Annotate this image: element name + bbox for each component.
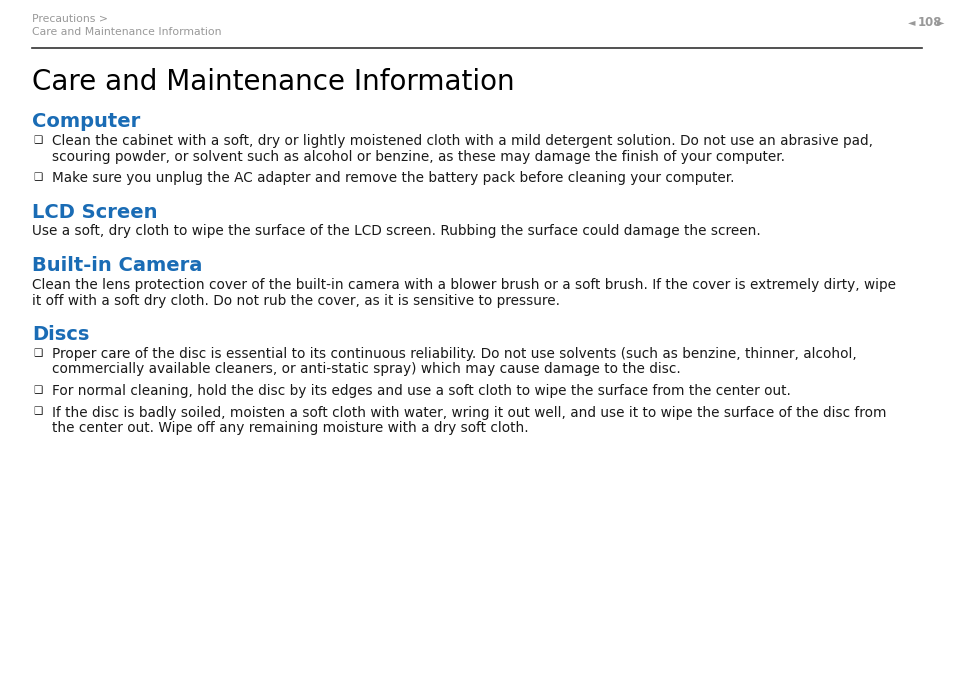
Text: scouring powder, or solvent such as alcohol or benzine, as these may damage the : scouring powder, or solvent such as alco… <box>52 150 784 164</box>
Text: Make sure you unplug the AC adapter and remove the battery pack before cleaning : Make sure you unplug the AC adapter and … <box>52 171 734 185</box>
Text: ❑: ❑ <box>33 385 42 395</box>
Text: the center out. Wipe off any remaining moisture with a dry soft cloth.: the center out. Wipe off any remaining m… <box>52 421 528 435</box>
Text: commercially available cleaners, or anti-static spray) which may cause damage to: commercially available cleaners, or anti… <box>52 363 680 377</box>
Text: Precautions >: Precautions > <box>32 14 108 24</box>
Text: ❑: ❑ <box>33 348 42 358</box>
Text: 108: 108 <box>917 16 942 28</box>
Text: Discs: Discs <box>32 325 90 344</box>
Text: ◄: ◄ <box>907 17 915 27</box>
Text: it off with a soft dry cloth. Do not rub the cover, as it is sensitive to pressu: it off with a soft dry cloth. Do not rub… <box>32 293 559 307</box>
Text: Clean the cabinet with a soft, dry or lightly moistened cloth with a mild deterg: Clean the cabinet with a soft, dry or li… <box>52 134 872 148</box>
Text: ❑: ❑ <box>33 172 42 182</box>
Text: Proper care of the disc is essential to its continuous reliability. Do not use s: Proper care of the disc is essential to … <box>52 347 856 361</box>
Text: ❑: ❑ <box>33 135 42 145</box>
Text: Clean the lens protection cover of the built-in camera with a blower brush or a : Clean the lens protection cover of the b… <box>32 278 895 292</box>
Text: ❑: ❑ <box>33 406 42 417</box>
Text: Care and Maintenance Information: Care and Maintenance Information <box>32 27 221 37</box>
Text: ►: ► <box>936 17 943 27</box>
Text: Use a soft, dry cloth to wipe the surface of the LCD screen. Rubbing the surface: Use a soft, dry cloth to wipe the surfac… <box>32 224 760 239</box>
Text: If the disc is badly soiled, moisten a soft cloth with water, wring it out well,: If the disc is badly soiled, moisten a s… <box>52 406 885 419</box>
Text: For normal cleaning, hold the disc by its edges and use a soft cloth to wipe the: For normal cleaning, hold the disc by it… <box>52 384 790 398</box>
Text: Built-in Camera: Built-in Camera <box>32 256 202 275</box>
Text: Care and Maintenance Information: Care and Maintenance Information <box>32 68 514 96</box>
Text: Computer: Computer <box>32 112 140 131</box>
Text: LCD Screen: LCD Screen <box>32 202 157 222</box>
